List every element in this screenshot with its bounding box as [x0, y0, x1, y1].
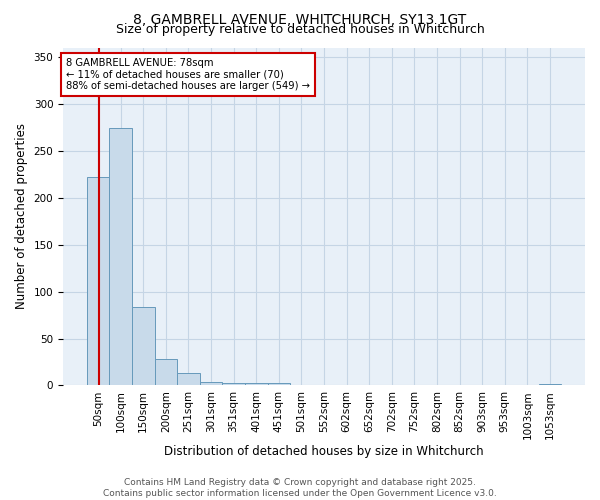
Bar	[155, 359, 177, 386]
Text: Contains HM Land Registry data © Crown copyright and database right 2025.
Contai: Contains HM Land Registry data © Crown c…	[103, 478, 497, 498]
X-axis label: Distribution of detached houses by size in Whitchurch: Distribution of detached houses by size …	[164, 444, 484, 458]
Bar	[223, 382, 245, 386]
Bar	[200, 382, 223, 386]
Bar	[109, 128, 132, 386]
Text: Size of property relative to detached houses in Whitchurch: Size of property relative to detached ho…	[116, 22, 484, 36]
Bar	[539, 384, 561, 386]
Bar	[87, 177, 109, 386]
Text: 8, GAMBRELL AVENUE, WHITCHURCH, SY13 1GT: 8, GAMBRELL AVENUE, WHITCHURCH, SY13 1GT	[133, 12, 467, 26]
Y-axis label: Number of detached properties: Number of detached properties	[15, 124, 28, 310]
Bar	[245, 382, 268, 386]
Text: 8 GAMBRELL AVENUE: 78sqm
← 11% of detached houses are smaller (70)
88% of semi-d: 8 GAMBRELL AVENUE: 78sqm ← 11% of detach…	[65, 58, 310, 91]
Bar	[268, 382, 290, 386]
Bar	[132, 306, 155, 386]
Bar	[177, 374, 200, 386]
